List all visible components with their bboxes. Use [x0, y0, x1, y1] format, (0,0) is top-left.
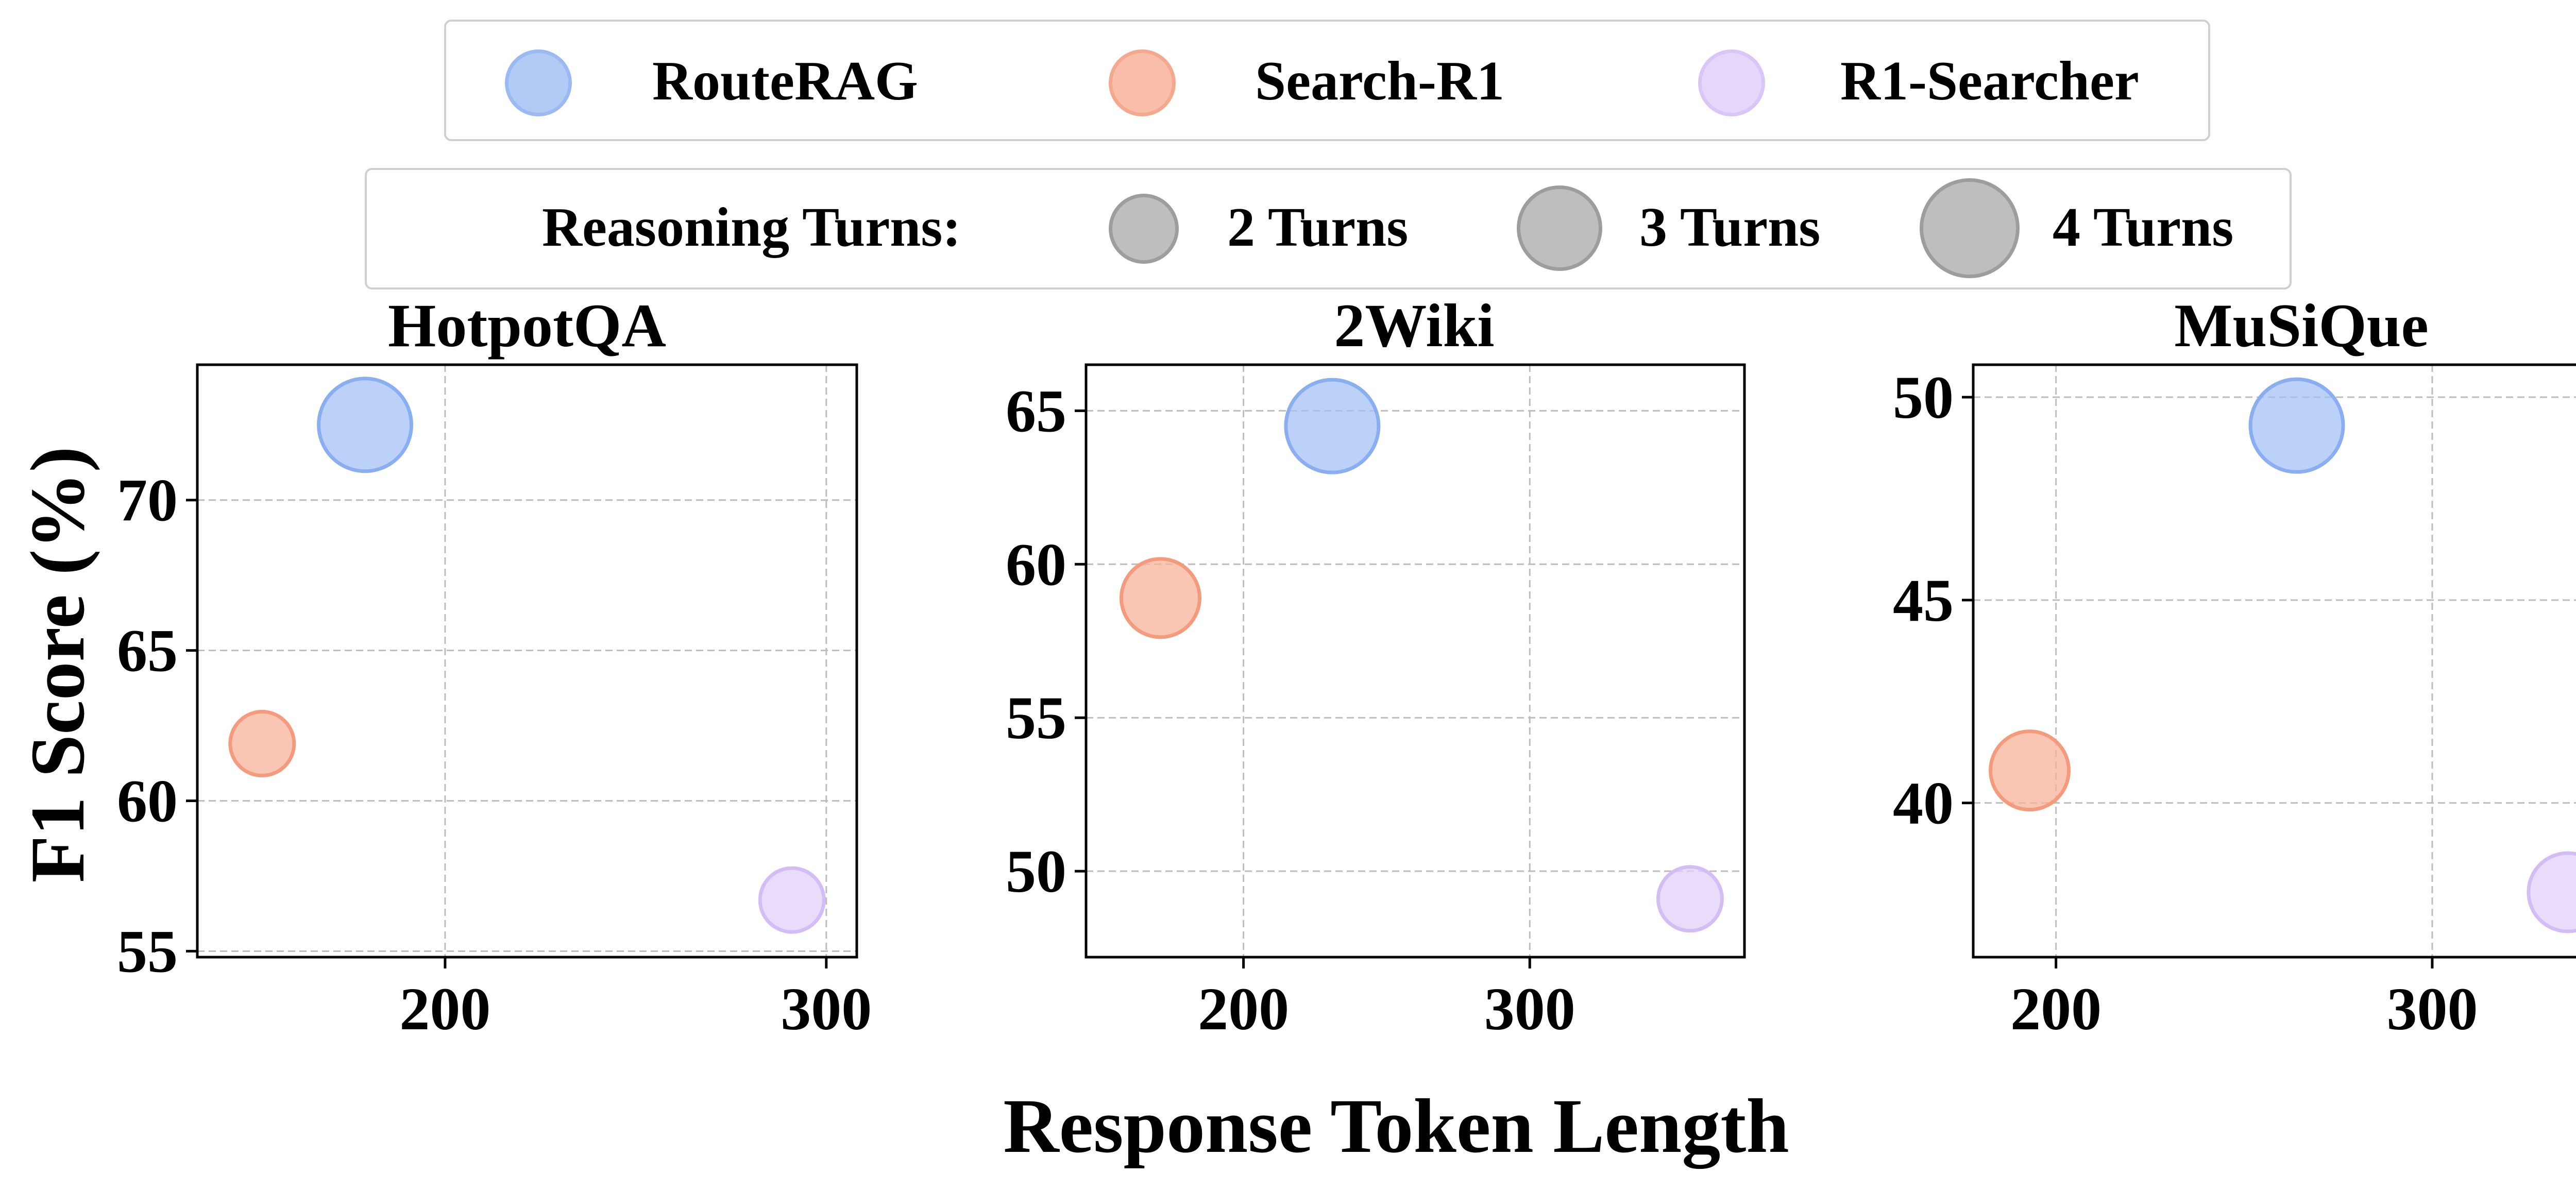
x-axis-label: Response Token Length: [1003, 1083, 1789, 1169]
y-tick-label-40: 40: [1893, 770, 1954, 837]
y-axis-label: F1 Score (%): [15, 446, 100, 883]
legend-label-r1-searcher: R1-Searcher: [1840, 50, 2139, 112]
panel-title-musique: MuSiQue: [2174, 291, 2429, 360]
y-tick-label-55: 55: [117, 917, 178, 985]
y-tick-label-60: 60: [1006, 531, 1066, 598]
legend-label-2-turns: 2 Turns: [1227, 197, 1409, 258]
plot-frame-musique: [1972, 363, 2576, 959]
legend-label-3-turns: 3 Turns: [1639, 197, 1821, 258]
method-legend: RouteRAG Search-R1 R1-Searcher: [444, 20, 2210, 141]
y-tick-label-45: 45: [1893, 567, 1954, 634]
legend-label-routerag: RouteRAG: [652, 50, 918, 112]
y-tick-label-65: 65: [1006, 377, 1066, 445]
point-search-r1-hotpotqa: [228, 710, 296, 778]
legend-label-search-r1: Search-R1: [1255, 50, 1504, 112]
legend-marker-3-turns: [1517, 185, 1602, 271]
panel-2wiki: 200 300 50 55 60 65: [1006, 363, 1746, 1043]
x-tick-label-200: 200: [2010, 975, 2102, 1043]
legend-marker-routerag: [505, 49, 572, 116]
point-search-r1-2wiki: [1119, 557, 1201, 639]
panel-musique: 200 300 40 45 50: [1893, 363, 2576, 1043]
point-r1-searcher-musique: [2527, 851, 2576, 933]
legend-marker-search-r1: [1109, 49, 1176, 116]
x-tick-label-200: 200: [1198, 975, 1289, 1043]
y-tick-label-70: 70: [117, 467, 178, 534]
y-tick-label-65: 65: [117, 617, 178, 685]
turns-legend: Reasoning Turns: 2 Turns 3 Turns 4 Turns: [365, 168, 2292, 290]
legend-marker-4-turns: [1920, 178, 2020, 278]
point-routerag-hotpotqa: [317, 377, 414, 473]
panel-title-2wiki: 2Wiki: [1334, 291, 1495, 360]
x-tick-label-300: 300: [2386, 975, 2478, 1043]
point-search-r1-musique: [1989, 729, 2071, 812]
point-r1-searcher-hotpotqa: [758, 866, 826, 934]
point-routerag-2wiki: [1284, 378, 1381, 474]
plot-frame-2wiki: [1084, 363, 1746, 959]
y-tick-label-50: 50: [1006, 838, 1066, 905]
legend-marker-r1-searcher: [1698, 49, 1765, 116]
x-tick-label-200: 200: [399, 975, 490, 1043]
panel-title-hotpotqa: HotpotQA: [388, 291, 666, 360]
plot-area-2wiki: [1086, 365, 1744, 957]
legend-marker-2-turns: [1109, 194, 1179, 264]
x-tick-label-300: 300: [781, 975, 872, 1043]
point-routerag-musique: [2248, 377, 2345, 474]
plot-area-hotpotqa: [197, 365, 857, 957]
turns-legend-title: Reasoning Turns:: [542, 197, 961, 258]
panel-hotpotqa: 200 300 55 60 65 70: [117, 363, 872, 1043]
point-r1-searcher-2wiki: [1656, 865, 1724, 933]
x-tick-label-300: 300: [1484, 975, 1575, 1043]
legend-label-4-turns: 4 Turns: [2053, 197, 2234, 258]
y-tick-label-55: 55: [1006, 684, 1066, 752]
y-tick-label-60: 60: [117, 767, 178, 835]
y-tick-label-50: 50: [1893, 364, 1954, 431]
plot-frame-hotpotqa: [196, 363, 858, 959]
